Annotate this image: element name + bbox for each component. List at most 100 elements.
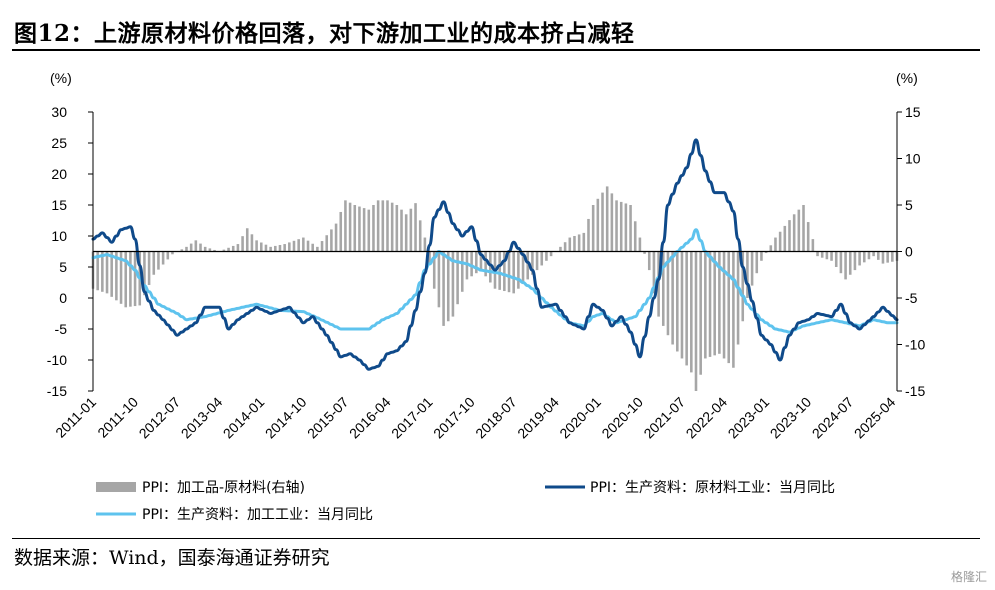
bar-mark [862,251,866,263]
bar-mark [376,200,380,252]
bar-mark [362,208,366,252]
bar-mark [231,245,235,252]
bar-mark [872,251,875,257]
bar-mark [531,251,534,275]
bar-mark [760,251,763,261]
bar-mark [199,243,202,252]
bar-mark [676,251,679,352]
x-tick-label: 2011-10 [94,394,141,441]
left-tick-label: 5 [59,259,67,275]
x-tick-label: 2023-01 [725,394,773,442]
bar-mark [521,251,525,285]
bar-mark [741,251,745,322]
bar-mark [732,251,735,368]
bar-mark [283,244,286,252]
bar-mark [180,249,184,252]
bar-mark [638,237,642,252]
bar-mark [587,218,590,252]
x-tick-label: 2011-01 [52,394,99,441]
bar-mark [778,231,782,252]
bar-mark [498,251,501,290]
bar-mark [736,251,740,345]
bar-mark [484,251,487,277]
bar-mark [722,251,726,359]
bar-mark [446,251,450,322]
source-rule [12,538,980,539]
bar-mark [545,251,548,261]
bar-mark [802,205,805,252]
x-tick-label: 2017-10 [430,394,478,442]
x-tick-label: 2016-04 [346,394,394,442]
bar-mark [119,251,123,304]
bar-mark [194,240,198,252]
right-tick-label: -5 [905,290,918,306]
bar-mark [189,243,193,252]
legend-dark-line-label: PPI：生产资料：原材料工业：当月同比 [590,480,835,496]
bar-mark [381,200,385,252]
x-tick-label: 2020-10 [598,394,646,442]
left-axis-unit: (%) [50,70,72,86]
bar-mark [783,225,787,252]
bar-mark [367,209,371,252]
bar-mark [848,251,852,275]
bar-mark [110,251,113,297]
bar-mark [718,251,721,354]
bar-mark [573,236,576,252]
bar-mark [259,242,263,252]
bar-mark [325,235,329,252]
bar-mark [563,242,567,252]
bar-mark [596,198,600,252]
bar-mark [877,251,880,260]
bar-mark [867,251,871,260]
x-tick-label: 2025-04 [851,394,899,442]
bar-mark [582,232,586,252]
bar-mark [409,208,413,252]
bar-mark [236,244,240,252]
bar-mark [517,251,520,289]
bar-mark [512,251,515,294]
x-tick-label: 2014-10 [262,394,310,442]
bar-mark [652,251,656,294]
right-axis-unit: (%) [896,70,918,86]
bar-mark [811,239,815,252]
bar-mark [274,245,277,252]
bar-mark [245,228,249,252]
ppi-chart: 30 25 20 15 10 5 0 -5 -10 -15 15 10 5 0 -5 -10 -15 (%) (%)… [47,70,926,523]
bar-mark [143,251,146,296]
bar-mark [105,251,109,294]
x-tick-label: 2021-07 [640,394,688,442]
bar-mark [750,251,754,286]
bar-mark [465,251,469,280]
bar-mark [129,251,132,307]
processing-industry-line [91,228,899,334]
bar-mark [147,251,151,285]
bar-mark [755,251,759,274]
bar-mark [704,251,707,359]
bar-mark [353,205,357,252]
bar-mark [470,251,473,277]
bar-mark [460,251,464,292]
bar-mark [601,192,604,252]
right-tick-label: 5 [905,197,913,213]
right-tick-label: 15 [905,104,921,120]
bar-mark [250,234,254,252]
x-tick-label: 2020-01 [556,394,604,442]
bar-mark [746,251,749,298]
bars-series-layer [91,186,899,391]
bar-mark [816,251,819,257]
bar-mark [297,239,300,252]
bar-mark [568,237,572,252]
bar-mark [708,251,712,357]
bar-mark [208,248,212,252]
bar-mark [264,244,268,252]
bar-mark [386,200,389,252]
bar-mark [157,251,160,270]
bar-mark [858,251,861,266]
figure-title: 图12：上游原材料价格回落，对下游加工业的成本挤占减轻 [14,20,635,47]
bar-mark [788,220,791,252]
bar-mark [891,251,894,262]
bar-mark [886,251,889,263]
bar-mark [255,240,258,252]
lines-series-layer [91,138,899,371]
left-tick-label: 20 [51,166,67,182]
